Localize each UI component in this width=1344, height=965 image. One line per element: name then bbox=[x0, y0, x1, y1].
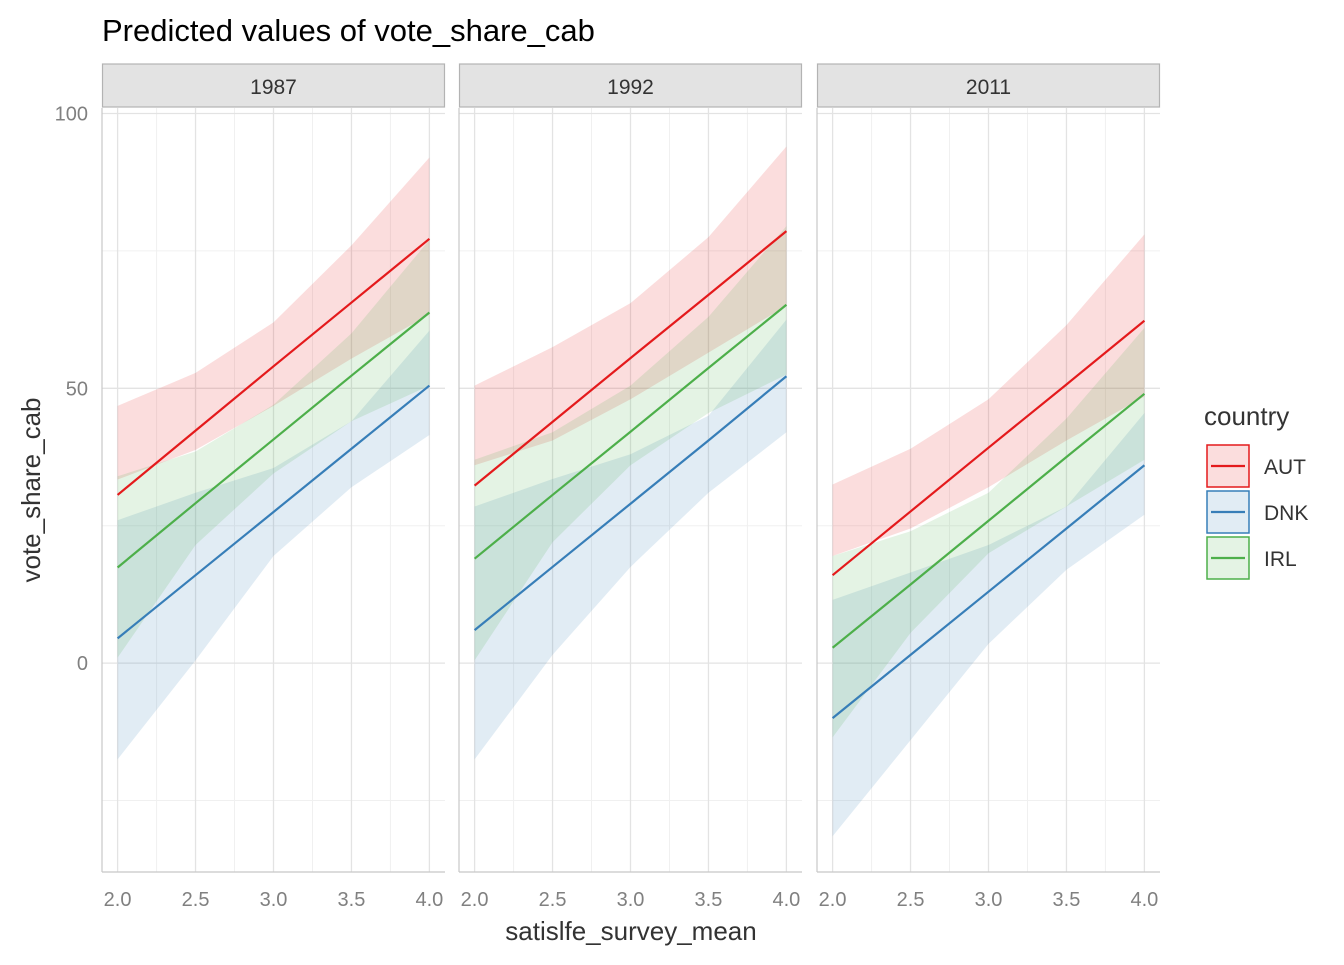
facet-panel-1992: 1992 2.0 2.5 3.0 3.5 4.0 bbox=[458, 63, 803, 911]
series-line-DNK bbox=[831, 464, 1146, 719]
y-tick-label: 50 bbox=[66, 378, 88, 400]
x-tick-label: 2.5 bbox=[539, 889, 567, 911]
facet-strip-label: 1992 bbox=[607, 76, 654, 99]
facet-panel-1987: 1987 2.0 2.5 3.0 3.5 4.0 bbox=[101, 63, 446, 911]
x-tick-label: 2.0 bbox=[819, 889, 847, 911]
x-tick-label: 2.0 bbox=[104, 889, 132, 911]
x-axis-label: satislfe_survey_mean bbox=[505, 916, 756, 946]
facet-strip-label: 1987 bbox=[250, 76, 297, 99]
x-tick-label: 3.5 bbox=[695, 889, 723, 911]
facet-strip bbox=[458, 63, 803, 108]
facet-strip-label: 2011 bbox=[966, 76, 1011, 99]
series-line-AUT bbox=[473, 230, 788, 487]
x-tick-label: 3.5 bbox=[338, 889, 366, 911]
facet-panel-2011: 2011 2.0 2.5 3.0 3.5 4.0 bbox=[816, 63, 1161, 911]
x-tick-label: 3.0 bbox=[975, 889, 1003, 911]
chart-title: Predicted values of vote_share_cab bbox=[102, 13, 595, 48]
ci-ribbon-AUT bbox=[117, 157, 430, 480]
x-tick-label: 3.0 bbox=[260, 889, 288, 911]
legend-title: country bbox=[1204, 401, 1289, 431]
ci-ribbon-DNK bbox=[474, 319, 787, 760]
panels-layer: 0 50 100 1987 2.0 2.5 3.0 3.5 4.0 1992 2.0 2.5 3.0 3.… bbox=[55, 63, 1161, 911]
ci-ribbon-IRL bbox=[117, 239, 430, 658]
x-tick-label: 2.5 bbox=[182, 889, 210, 911]
x-tick-label: 3.5 bbox=[1053, 889, 1081, 911]
legend-item-IRL: IRL bbox=[1206, 536, 1297, 580]
series-line-AUT bbox=[831, 319, 1146, 577]
legend-keys: AUT DNK IRL bbox=[1206, 444, 1308, 580]
x-tick-label: 2.0 bbox=[461, 889, 489, 911]
x-tick-label: 3.0 bbox=[617, 889, 645, 911]
legend: country AUT DNK IRL bbox=[1204, 401, 1308, 580]
x-tick-label: 4.0 bbox=[773, 889, 801, 911]
legend-label: IRL bbox=[1264, 548, 1297, 571]
legend-label: AUT bbox=[1264, 456, 1306, 479]
series-line-AUT bbox=[116, 237, 431, 496]
ci-ribbon-IRL bbox=[474, 226, 787, 661]
legend-item-DNK: DNK bbox=[1206, 490, 1308, 534]
ci-ribbon-AUT bbox=[832, 234, 1145, 556]
x-tick-label: 4.0 bbox=[416, 889, 444, 911]
ci-ribbon-IRL bbox=[832, 327, 1145, 738]
x-tick-label: 2.5 bbox=[897, 889, 925, 911]
x-tick-label: 4.0 bbox=[1131, 889, 1159, 911]
facet-strip bbox=[101, 63, 446, 108]
series-line-IRL bbox=[473, 303, 788, 560]
legend-item-AUT: AUT bbox=[1206, 444, 1306, 488]
y-axis-label: vote_share_cab bbox=[16, 397, 46, 582]
ci-ribbon-DNK bbox=[832, 413, 1145, 837]
y-tick-label: 0 bbox=[77, 653, 88, 675]
series-line-DNK bbox=[116, 384, 431, 640]
legend-label: DNK bbox=[1264, 502, 1308, 525]
series-line-IRL bbox=[831, 392, 1146, 649]
ci-ribbon-AUT bbox=[474, 146, 787, 466]
facet-strip bbox=[816, 63, 1161, 108]
ci-ribbon-DNK bbox=[117, 330, 430, 760]
series-line-DNK bbox=[473, 375, 788, 632]
series-line-IRL bbox=[116, 311, 431, 569]
y-tick-label: 100 bbox=[55, 104, 88, 126]
